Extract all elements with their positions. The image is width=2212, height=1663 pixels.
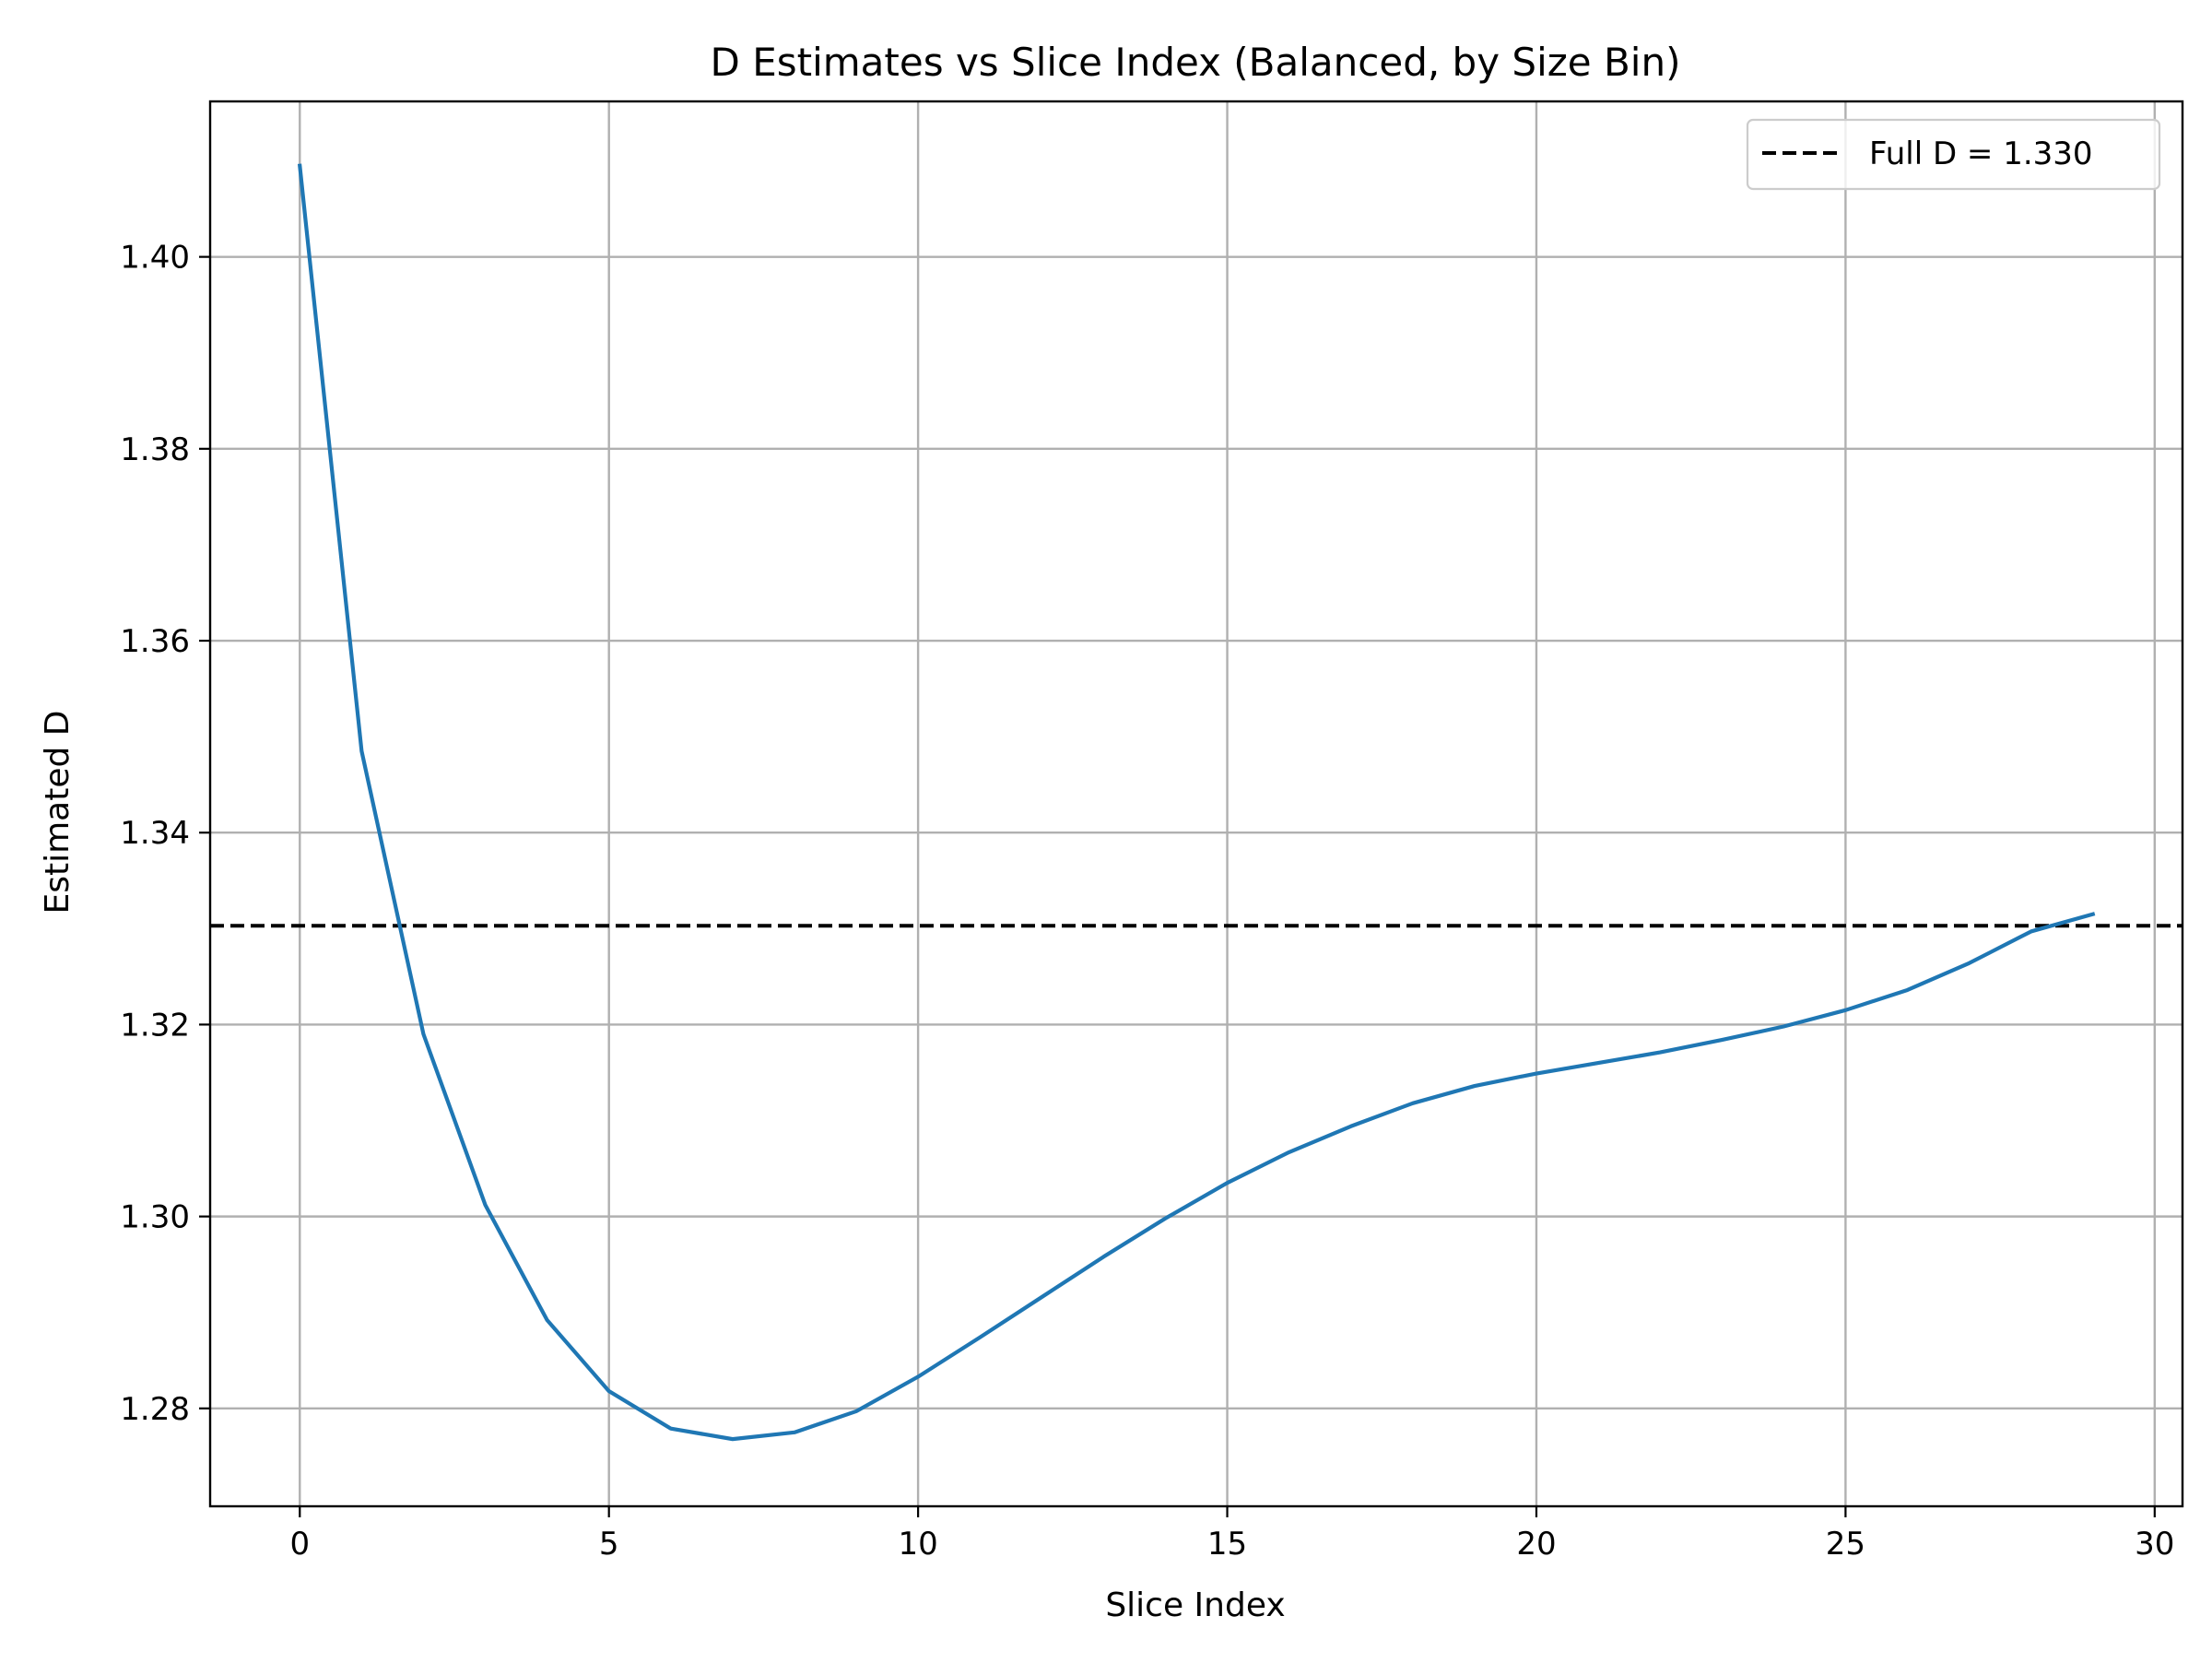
x-tick-label: 5 [599,1526,619,1563]
y-tick-label: 1.32 [120,1007,190,1044]
y-tick-label: 1.36 [120,623,190,660]
chart-title: D Estimates vs Slice Index (Balanced, by… [711,40,1681,85]
y-tick-label: 1.40 [120,240,190,277]
series-layer [297,163,2096,1442]
y-tick-label: 1.34 [120,815,190,852]
x-tick-label: 10 [898,1526,937,1563]
axis-ticks: 0 5 10 15 20 25 30 1.28 1.30 1.32 1.34 1.36 1.38 1.40 [120,240,2174,1563]
series-line [297,163,2096,1442]
y-tick-label: 1.38 [120,431,190,468]
x-tick-label: 20 [1516,1526,1556,1563]
x-tick-label: 30 [2135,1526,2174,1563]
x-tick-label: 15 [1207,1526,1247,1563]
x-tick-label: 25 [1826,1526,1865,1563]
x-axis-label: Slice Index [1105,1586,1285,1624]
y-axis-label: Estimated D [39,710,76,914]
plot-area-frame [208,100,2184,1508]
x-tick-label: 0 [289,1526,310,1563]
y-tick-label: 1.28 [120,1391,190,1428]
legend-label-full-d: Full D = 1.330 [1869,136,2093,172]
legend: Full D = 1.330 [1746,118,2161,191]
grid [210,101,2183,1506]
y-tick-label: 1.30 [120,1199,190,1236]
legend-box [1746,118,2161,191]
